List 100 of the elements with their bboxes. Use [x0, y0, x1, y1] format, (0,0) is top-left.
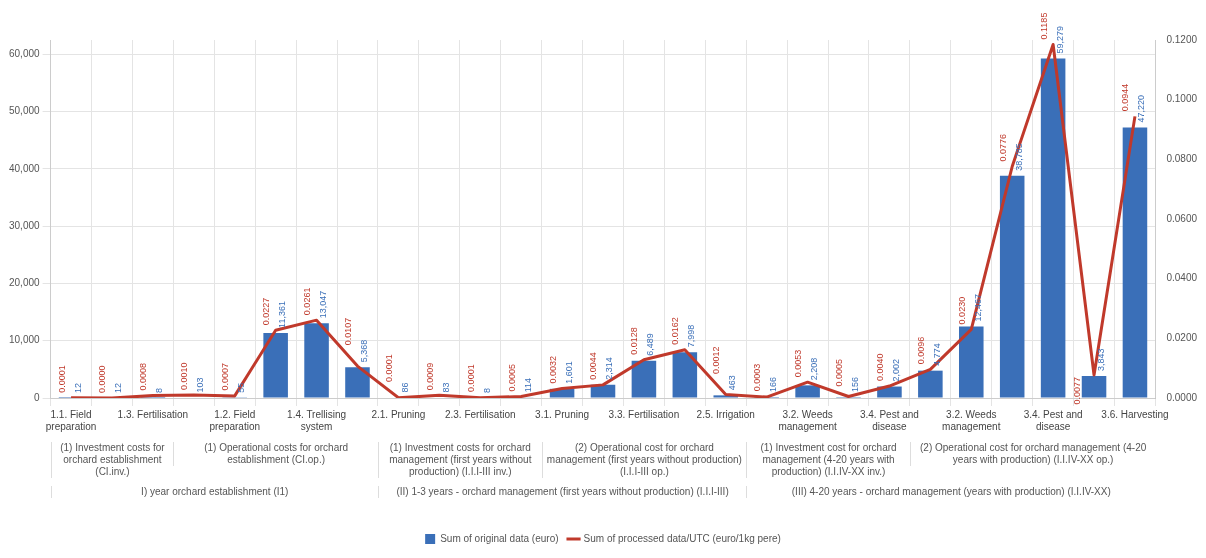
y-tick-label: 20,000 [8, 277, 41, 289]
data-label: 0.1185 [1038, 12, 1049, 40]
x-tick-label: 2.5. Irrigation [696, 408, 755, 420]
x-tick-label: 2.3. Fertilisation [444, 408, 516, 420]
bar [590, 384, 616, 398]
data-label: 55 [236, 382, 247, 393]
data-label: 0.0005 [506, 363, 517, 392]
x-tick-label: 1.1. Field preparation [45, 408, 97, 432]
text: (1) Investment costs for orchard establishment (CI.inv.) [50, 442, 174, 478]
data-label: 463 [727, 375, 738, 391]
data-label: 0.0261 [302, 287, 313, 316]
data-label: 0.0107 [342, 317, 353, 346]
data-label: 3,843 [1095, 348, 1106, 371]
bar [672, 352, 698, 398]
data-label: 8 [154, 387, 165, 393]
data-label: 12 [113, 382, 124, 393]
y-tick-label: 40,000 [8, 162, 41, 174]
data-label: 13,047 [318, 290, 329, 319]
text: (2) Operational cost for orchard management (4-20 years with production) (I.I.IV-XX op.) [909, 442, 1156, 466]
data-label: 0.0077 [1071, 377, 1082, 405]
x-tick-label: 3.6. Harvesting [1101, 408, 1169, 420]
data-label: 0.0053 [793, 349, 804, 378]
data-label: 86 [399, 382, 410, 393]
bar [1081, 375, 1107, 398]
data-label: 0.0162 [670, 317, 681, 345]
text: (III) 4-20 years - orchard management (years with production) (I.I.IV-XX) [746, 486, 1156, 498]
data-label: 0.0010 [179, 362, 190, 391]
x-tick-label: 3.1. Pruning [535, 408, 590, 420]
text: (II) 1-3 years - orchard management (first years without production) (I.I.I-III) [377, 486, 747, 498]
y-tick-label: 60,000 [8, 48, 41, 60]
bar [1040, 58, 1066, 398]
x-tick-label: 1.2. Field preparation [209, 408, 261, 432]
y-tick-label: 50,000 [8, 105, 41, 117]
data-label: 0.0944 [1120, 83, 1131, 112]
data-label: 2,208 [809, 357, 820, 381]
x-tick-label: 3.4. Pest and disease [859, 408, 919, 432]
y2-tick-label: 0.0000 [1166, 391, 1198, 403]
data-label: 0.0012 [711, 346, 722, 375]
y2-tick-label: 0.0600 [1166, 212, 1198, 224]
data-label: 0.0001 [383, 354, 394, 382]
y2-tick-label: 0.1000 [1166, 93, 1198, 105]
bar [631, 360, 657, 398]
y2-tick-label: 0.1200 [1166, 33, 1198, 45]
y2-tick-label: 0.0200 [1166, 332, 1198, 344]
data-label: 0.0230 [956, 296, 967, 325]
data-label: 0.0044 [588, 352, 599, 380]
data-label: 0.0096 [915, 336, 926, 365]
legend-label: Sum of original data (euro) [440, 532, 559, 544]
data-label: 83 [440, 382, 451, 393]
x-tick-label: 3.4. Pest and disease [1023, 408, 1083, 432]
data-label: 156 [850, 377, 860, 393]
text: (1) Operational costs for orchard establishment (CI.op.) [173, 442, 378, 466]
y2-tick-label: 0.0800 [1166, 153, 1198, 165]
text: (2) Operational cost for orchard management (first years without production) (I.I.I-III op.) [541, 442, 747, 478]
data-label: 8 [481, 387, 492, 393]
data-label: 4,774 [931, 343, 942, 366]
data-label: 0.0009 [424, 362, 435, 391]
data-label: 1,601 [563, 361, 574, 384]
data-label: 0.0128 [629, 327, 640, 355]
x-tick-label: 3.2. Weeds management [942, 408, 1001, 432]
data-label: 0.0000 [97, 365, 108, 393]
bar [1122, 127, 1148, 398]
data-label: 0.0040 [874, 353, 885, 382]
bar [795, 385, 820, 398]
text: I) year orchard establishment (I1) [50, 486, 378, 498]
data-label: 0.0005 [834, 359, 844, 387]
text: (1) Investment costs for orchard management (first years without production) (I.I.I-III inv.) [377, 442, 542, 478]
data-label: 0.0776 [997, 133, 1008, 162]
x-tick-label: 1.3. Fertilisation [117, 408, 189, 420]
x-tick-label: 3.3. Fertilisation [608, 408, 680, 420]
y-tick-label: 0 [34, 391, 41, 403]
data-label: 103 [195, 377, 206, 393]
data-label: 166 [768, 377, 779, 393]
text: (1) Investment cost for orchard management (4-20 years with production) (I.I.IV-XX inv.) [746, 442, 910, 478]
bar [918, 370, 943, 398]
data-label: 2,314 [604, 357, 615, 380]
data-label: 59,279 [1054, 25, 1065, 54]
bar [999, 175, 1025, 398]
data-label: 0.0003 [752, 363, 763, 392]
data-label: 12 [72, 382, 83, 393]
x-tick-label: 1.4. Trellising system [287, 408, 347, 432]
data-label: 6,489 [645, 333, 656, 356]
bar [263, 332, 288, 398]
bar [877, 386, 902, 398]
data-label: 5,368 [358, 339, 369, 363]
bar [304, 323, 329, 398]
data-label: 0.0008 [138, 363, 149, 391]
data-label: 7,998 [686, 324, 697, 348]
data-label: 11,361 [277, 301, 288, 328]
data-label: 38,785 [1013, 143, 1024, 171]
data-label: 12,467 [972, 294, 983, 322]
data-label: 0.0032 [547, 355, 558, 384]
data-label: 0.0001 [56, 365, 67, 393]
y2-tick-label: 0.0400 [1166, 272, 1198, 284]
data-label: 0.0001 [465, 364, 476, 392]
bar [345, 367, 370, 398]
data-label: 0.0007 [220, 363, 231, 391]
x-tick-label: 3.2. Weeds management [778, 408, 837, 432]
data-label: 47,220 [1136, 94, 1147, 123]
y-tick-label: 10,000 [8, 334, 41, 346]
